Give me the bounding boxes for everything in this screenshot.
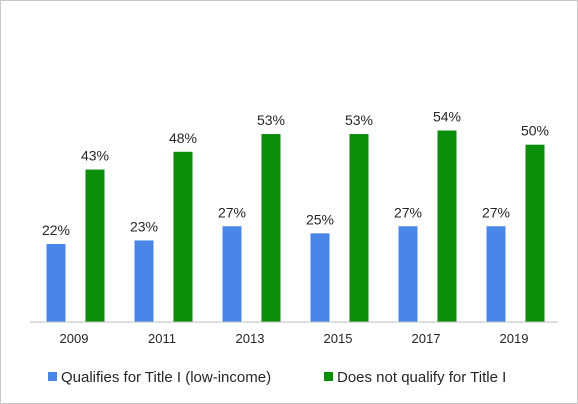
bar-non-title1-2011 <box>173 151 193 322</box>
legend-label: Does not qualify for Title I <box>337 369 506 386</box>
x-tick-label: 2011 <box>148 331 176 346</box>
data-label: 53% <box>257 112 285 128</box>
legend-label: Qualifies for Title I (low-income) <box>61 369 271 386</box>
data-label: 23% <box>130 218 158 234</box>
data-label: 25% <box>306 211 334 227</box>
bar-title1-2011 <box>134 240 154 322</box>
bar-non-title1-2009 <box>85 169 105 322</box>
bar-title1-2015 <box>310 233 330 322</box>
data-label: 54% <box>433 109 461 125</box>
data-label: 27% <box>218 204 246 220</box>
x-axis-ticks: 2009 2011 2013 2015 2017 2019 <box>60 331 529 346</box>
data-label: 27% <box>482 204 510 220</box>
bar-non-title1-2013 <box>261 134 281 322</box>
data-label: 53% <box>345 112 373 128</box>
legend-swatch <box>48 372 57 381</box>
bar-title1-2013 <box>222 226 242 322</box>
bar-non-title1-2019 <box>525 144 545 322</box>
x-tick-label: 2019 <box>500 331 529 346</box>
x-tick-label: 2013 <box>236 331 265 346</box>
bar-non-title1-2017 <box>437 130 457 322</box>
bar-title1-2017 <box>398 226 418 322</box>
x-tick-label: 2009 <box>60 331 89 346</box>
x-tick-label: 2015 <box>324 331 353 346</box>
data-label: 27% <box>394 204 422 220</box>
bar-non-title1-2015 <box>349 134 369 322</box>
data-label: 43% <box>81 148 109 164</box>
bar-title1-2009 <box>46 243 66 322</box>
x-tick-label: 2017 <box>412 331 441 346</box>
legend-swatch <box>324 372 333 381</box>
data-label: 50% <box>521 123 549 139</box>
bars-group: 22% 43% 23% 48% 27% 53% 25% 53% 27% 54% 27% 50% <box>42 109 549 322</box>
data-label: 48% <box>169 130 197 146</box>
bar-title1-2019 <box>486 226 506 322</box>
data-label: 22% <box>42 222 70 238</box>
legend: Qualifies for Title I (low-income) Does n… <box>48 369 506 386</box>
